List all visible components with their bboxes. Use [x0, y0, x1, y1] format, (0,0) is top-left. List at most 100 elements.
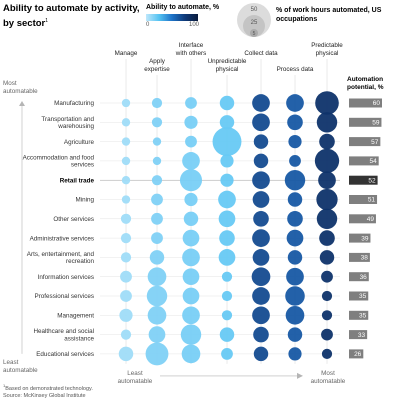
- bubble-2-6: [319, 133, 335, 150]
- column-header-5: Process data: [277, 66, 314, 73]
- size-legend-circle-5: [250, 29, 258, 37]
- bubble-5-5: [287, 192, 303, 207]
- sector-label-8: recreation: [66, 258, 94, 265]
- bubble-2-3: [212, 127, 242, 157]
- bubble-3-4: [253, 153, 269, 169]
- bubble-9-5: [286, 267, 304, 286]
- bubble-0-5: [286, 94, 304, 112]
- color-legend-min: 0: [146, 22, 150, 28]
- bubble-11-3: [221, 310, 233, 321]
- bubble-12-3: [219, 327, 235, 342]
- bubble-11-5: [285, 305, 305, 325]
- potential-bar-10: [349, 291, 369, 301]
- bubble-5-1: [151, 193, 163, 206]
- potential-label-6: 49: [367, 216, 375, 223]
- bubble-3-0: [121, 156, 131, 166]
- side-axis-arrow: [19, 101, 25, 106]
- size-legend-label-5: 5: [253, 31, 256, 37]
- column-header-0: Manage: [115, 50, 138, 57]
- potential-label-12: 33: [358, 332, 366, 339]
- bubble-13-1: [145, 342, 169, 366]
- potential-header: Automation: [347, 76, 383, 83]
- column-header-2: Interface: [179, 42, 204, 49]
- side-axis-bottom-label: automatable: [3, 367, 38, 374]
- bubble-5-3: [218, 190, 236, 209]
- potential-bar-3: [349, 156, 379, 166]
- bubble-6-4: [253, 211, 269, 227]
- chart-title: Ability to automate by activity, by sect…: [3, 3, 140, 30]
- bubble-0-6: [315, 91, 339, 115]
- bubble-11-1: [147, 305, 167, 325]
- bubble-7-6: [319, 230, 335, 246]
- bubble-7-1: [151, 232, 163, 245]
- bubble-8-0: [120, 252, 132, 263]
- bubble-6-2: [183, 211, 199, 227]
- sector-label-7: Administrative services: [30, 235, 94, 242]
- bubble-8-6: [319, 250, 335, 265]
- bubble-0-4: [252, 94, 270, 112]
- bubble-4-5: [284, 169, 306, 191]
- bubble-7-2: [182, 229, 200, 247]
- bubble-4-4: [252, 171, 270, 190]
- bubble-6-5: [287, 211, 303, 227]
- bubble-10-5: [285, 286, 305, 306]
- sector-label-0: Manufacturing: [54, 100, 94, 107]
- potential-label-3: 54: [369, 158, 377, 165]
- bubble-8-3: [218, 249, 236, 266]
- bubble-1-3: [219, 115, 235, 130]
- potential-bar-13: [349, 349, 364, 359]
- size-legend: 50 25 5: [237, 3, 271, 37]
- column-header-3: physical: [216, 66, 239, 73]
- bubble-2-2: [185, 135, 197, 148]
- potential-label-0: 60: [373, 100, 381, 107]
- bubble-6-1: [151, 212, 163, 225]
- bubble-0-0: [121, 98, 131, 108]
- sector-label-9: Information services: [38, 274, 94, 281]
- sector-label-5: Mining: [75, 197, 94, 204]
- sector-label-1: Transportation and: [41, 116, 94, 123]
- bubble-3-1: [152, 156, 162, 166]
- color-legend-gradient: [146, 14, 198, 21]
- bubble-12-6: [321, 328, 333, 341]
- potential-label-10: 35: [359, 293, 367, 300]
- bubble-1-6: [316, 112, 338, 133]
- footnote: 1Based on demonstrated technology. Sourc…: [3, 383, 93, 399]
- bubble-13-3: [221, 348, 233, 360]
- bubble-10-3: [221, 290, 233, 302]
- bubble-10-4: [252, 287, 270, 305]
- potential-label-9: 36: [360, 274, 368, 281]
- bubble-2-1: [152, 137, 162, 146]
- bubble-3-2: [182, 152, 200, 170]
- column-header-6: physical: [316, 50, 339, 57]
- bubble-10-1: [146, 285, 168, 307]
- potential-bar-4: [349, 175, 378, 185]
- bubble-11-0: [119, 308, 133, 322]
- bubble-7-4: [252, 229, 270, 247]
- bubble-8-4: [252, 249, 270, 266]
- sector-label-6: Other services: [53, 216, 94, 223]
- potential-bar-1: [349, 117, 382, 127]
- column-header-2: with others: [175, 50, 206, 57]
- sector-label-2: Agriculture: [64, 139, 95, 146]
- sector-label-8: Arts, entertainment, and: [27, 251, 95, 258]
- bubble-8-1: [149, 250, 165, 265]
- bubble-9-4: [251, 267, 271, 287]
- size-legend-circle-25: [243, 15, 265, 37]
- bubble-9-6: [321, 270, 333, 283]
- bubble-0-3: [219, 95, 235, 111]
- column-header-1: Apply: [149, 58, 166, 65]
- bubble-10-2: [182, 287, 200, 305]
- bubble-11-2: [182, 306, 200, 325]
- bubble-6-3: [218, 210, 236, 228]
- bubble-4-1: [151, 175, 163, 186]
- potential-bar-12: [349, 330, 368, 340]
- bubble-5-4: [252, 191, 270, 208]
- sector-label-3: services: [71, 162, 94, 169]
- potential-bar-0: [349, 98, 382, 108]
- bubble-13-5: [288, 347, 302, 361]
- column-header-3: Unpredictable: [208, 58, 247, 65]
- bubble-4-0: [121, 176, 131, 185]
- bubble-13-2: [181, 344, 201, 364]
